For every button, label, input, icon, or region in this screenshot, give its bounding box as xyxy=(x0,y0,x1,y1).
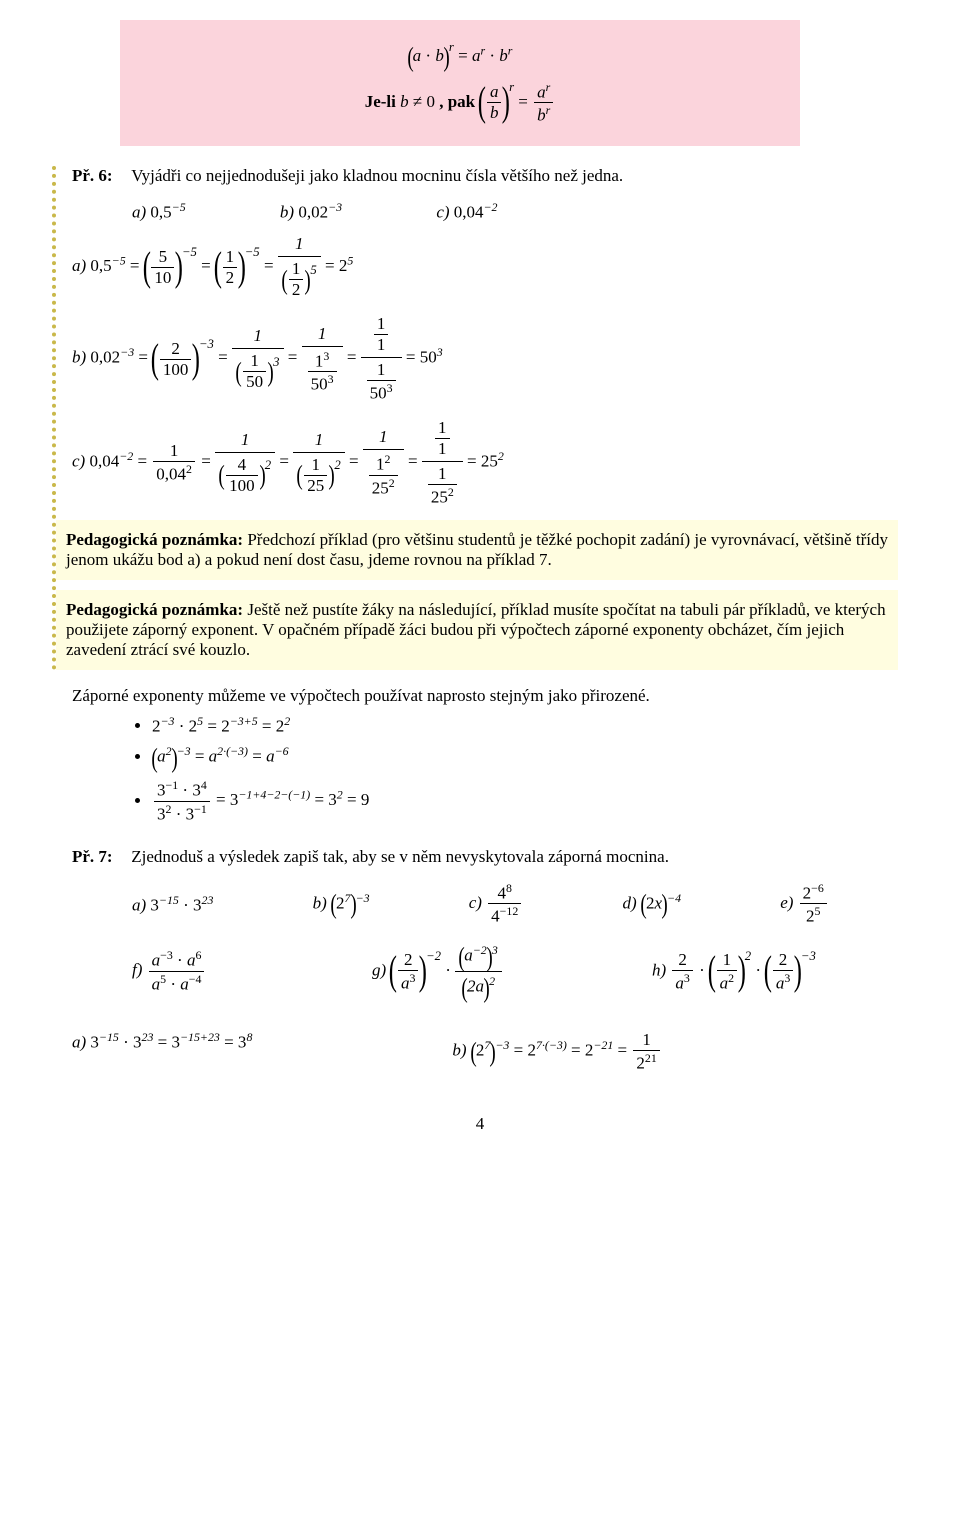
formula-line-1: (a · b)r = ar · br xyxy=(140,40,780,70)
ex7-part-c: c) 484−12 xyxy=(469,881,583,927)
ex6-label: Př. 6: xyxy=(72,166,127,186)
ex7-part-f: f) a−3 · a6a5 · a−4 xyxy=(132,948,332,994)
bullet-list: 2−3 · 25 = 2−3+5 = 22 (a2)−3 = a2·(−3) =… xyxy=(152,714,888,825)
ex6-part-c: c) 0,04−2 xyxy=(436,200,497,223)
ex7-parts-row2: f) a−3 · a6a5 · a−4 g) (2a3)−2 · (a−2)3(… xyxy=(132,941,888,1002)
ex7-sol-a: a) 3−15 · 323 = 3−15+23 = 38 xyxy=(72,1030,252,1074)
ex7-part-b: b) (27)−3 xyxy=(313,891,429,917)
ex6-part-a: a) 0,5−5 xyxy=(132,200,186,223)
bullet-2: (a2)−3 = a2·(−3) = a−6 xyxy=(152,744,888,770)
ex6-work-b: b) 0,02−3 = (2100)−3 = 1(150)3 = 113503 … xyxy=(72,312,888,406)
ex6-work-a: a) 0,5−5 = (510)−5 = (12)−5 = 1(12)5 = 2… xyxy=(72,232,888,302)
ped2-label: Pedagogická poznámka: xyxy=(66,600,243,619)
ex6-header: Př. 6: Vyjádři co nejjednodušeji jako kl… xyxy=(72,166,888,186)
ex6-work-c: c) 0,04−2 = 10,042 = 1(4100)2 = 1(125)2 … xyxy=(72,416,888,510)
text-jeli: Je-li xyxy=(365,92,400,111)
ex7-label: Př. 7: xyxy=(72,847,127,867)
ped1-label: Pedagogická poznámka: xyxy=(66,530,243,549)
ex7-part-g: g) (2a3)−2 · (a−2)3(2a)2 xyxy=(372,941,612,1002)
ex7-header: Př. 7: Zjednoduš a výsledek zapiš tak, a… xyxy=(72,847,888,867)
text-pak: , pak xyxy=(439,92,479,111)
formula-box: (a · b)r = ar · br Je-li b ≠ 0 , pak (ab… xyxy=(120,20,800,146)
ex7-parts-row1: a) 3−15 · 323 b) (27)−3 c) 484−12 d) (2x… xyxy=(132,881,888,927)
page: (a · b)r = ar · br Je-li b ≠ 0 , pak (ab… xyxy=(0,0,960,1174)
worked-region: Př. 6: Vyjádři co nejjednodušeji jako kl… xyxy=(52,166,888,670)
ped-note-1: Pedagogická poznámka: Předchozí příklad … xyxy=(56,520,898,580)
ex7-part-h: h) 2a3 · (1a2)2 · (2a3)−3 xyxy=(652,949,888,993)
ex7-solutions: a) 3−15 · 323 = 3−15+23 = 38 b) (27)−3 =… xyxy=(72,1030,888,1074)
ped-note-2: Pedagogická poznámka: Ještě než pustíte … xyxy=(56,590,898,670)
ex6-prompt: Vyjádři co nejjednodušeji jako kladnou m… xyxy=(131,166,887,186)
ex6-parts: a) 0,5−5 b) 0,02−3 c) 0,04−2 xyxy=(132,200,888,223)
ex7-part-e: e) 2−625 xyxy=(780,881,888,927)
formula-line-2: Je-li b ≠ 0 , pak (ab)r = arbr xyxy=(140,80,780,126)
ex7-sol-b: b) (27)−3 = 27·(−3) = 2−21 = 1221 xyxy=(452,1030,661,1074)
ex6-part-b: b) 0,02−3 xyxy=(280,200,342,223)
ex7-prompt: Zjednoduš a výsledek zapiš tak, aby se v… xyxy=(131,847,887,867)
page-number: 4 xyxy=(72,1114,888,1134)
ex7-part-a: a) 3−15 · 323 xyxy=(132,893,273,916)
neg-exp-intro: Záporné exponenty můžeme ve výpočtech po… xyxy=(72,686,888,706)
ex7-part-d: d) (2x)−4 xyxy=(622,891,740,917)
bullet-1: 2−3 · 25 = 2−3+5 = 22 xyxy=(152,714,888,737)
bullet-3: 3−1 · 3432 · 3−1 = 3−1+4−2−(−1) = 32 = 9 xyxy=(152,778,888,824)
